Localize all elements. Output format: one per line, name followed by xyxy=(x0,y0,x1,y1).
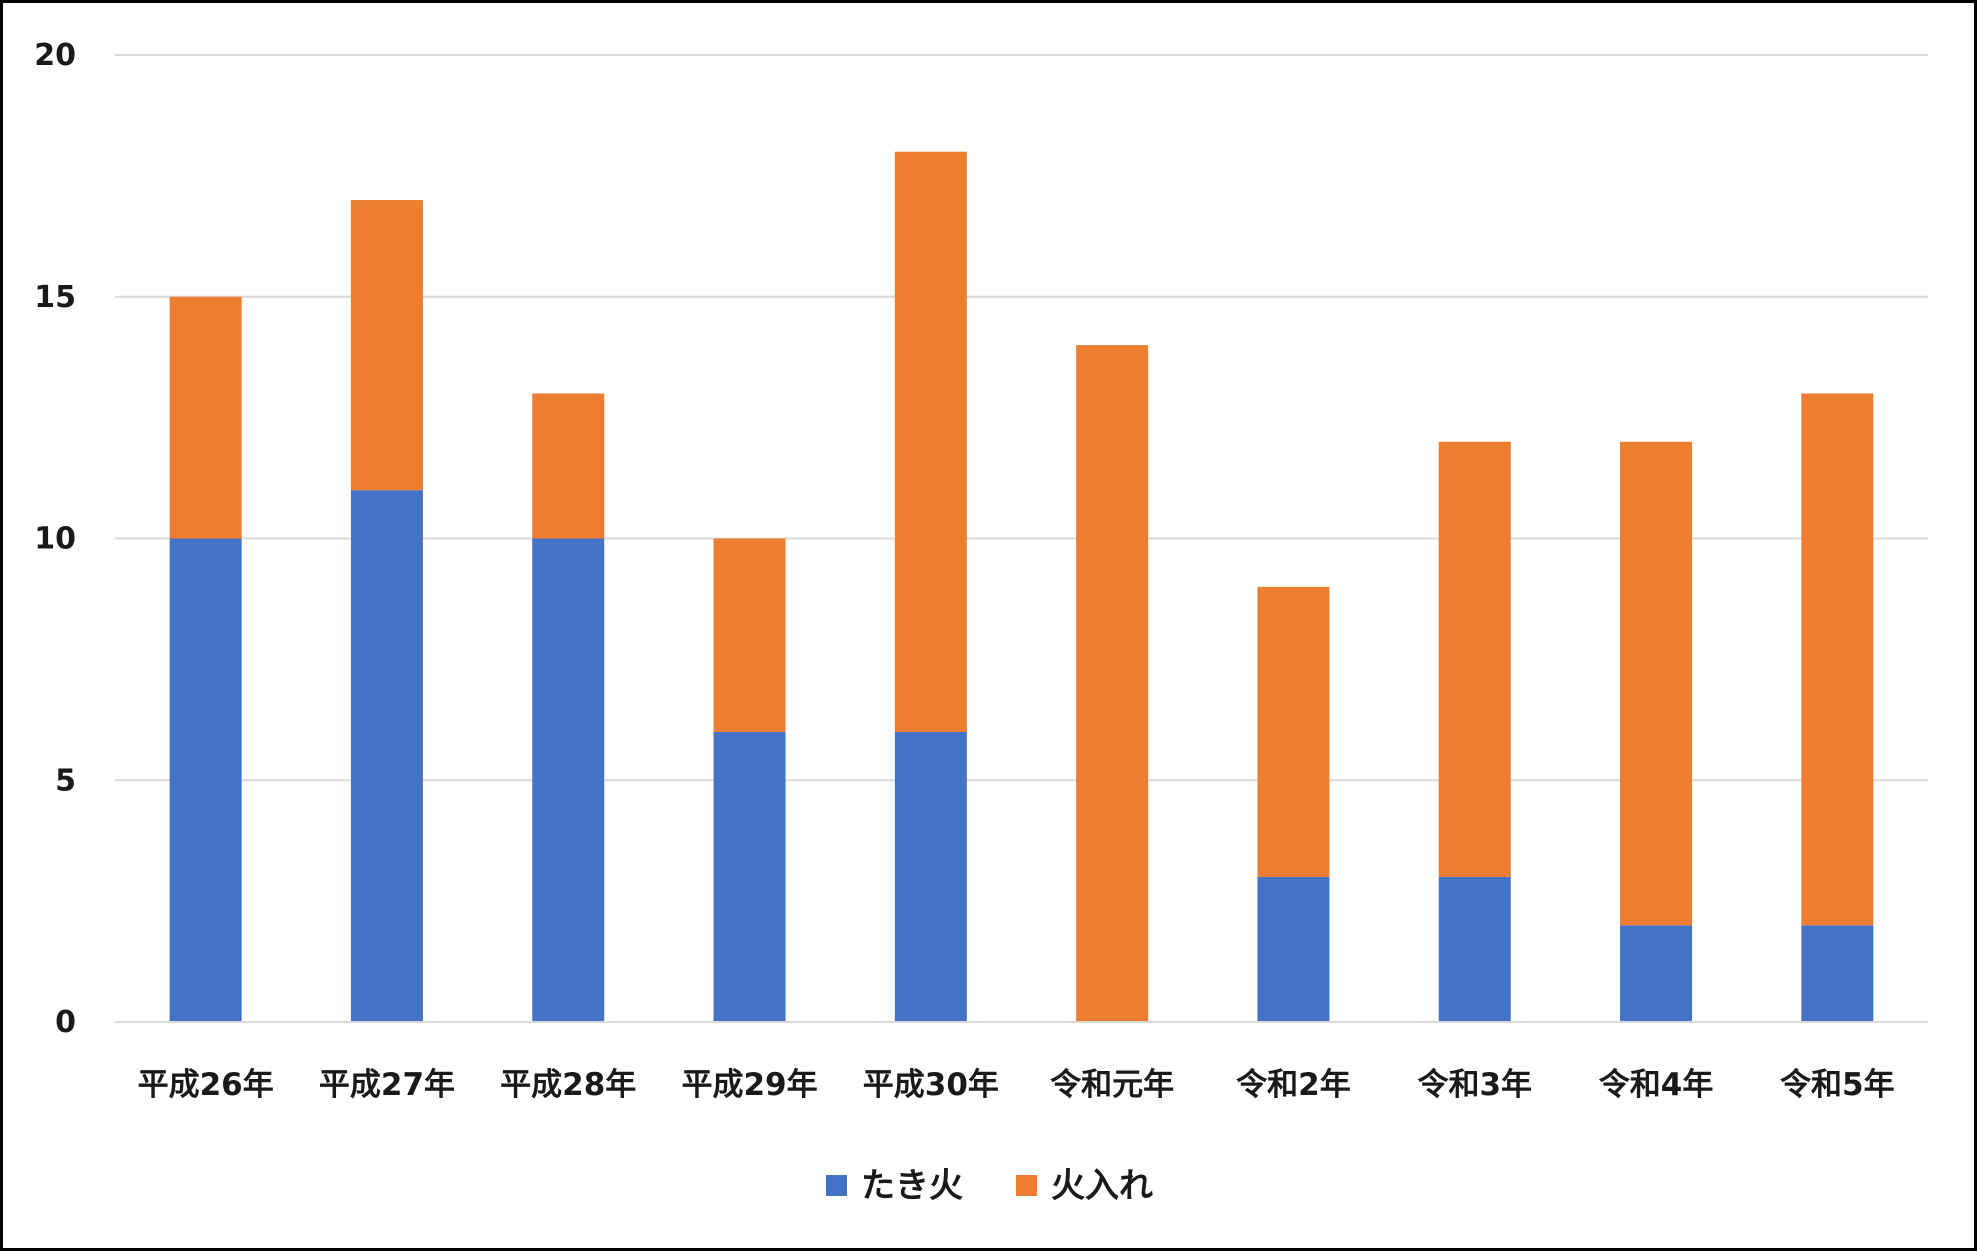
bar-series1-0 xyxy=(169,538,242,1022)
legend-swatch-2 xyxy=(1016,1175,1037,1196)
legend: たき火 火入れ xyxy=(826,1166,1153,1206)
legend-label-2: 火入れ xyxy=(1051,1166,1153,1206)
bar-series2-3 xyxy=(713,538,786,732)
bar-series2-0 xyxy=(169,296,242,539)
bars xyxy=(169,151,1874,1023)
y-tick-label: 5 xyxy=(55,763,76,798)
x-tick-label: 令和3年 xyxy=(1417,1067,1532,1103)
bar-series2-5 xyxy=(1076,345,1149,1023)
x-tick-label: 令和5年 xyxy=(1780,1067,1895,1103)
x-tick-label: 平成27年 xyxy=(319,1067,455,1103)
x-tick-label: 令和2年 xyxy=(1236,1067,1351,1103)
bar-series2-9 xyxy=(1801,393,1874,926)
x-tick-label: 平成26年 xyxy=(138,1067,274,1103)
bar-series2-2 xyxy=(532,393,605,539)
bar-series1-7 xyxy=(1438,876,1511,1022)
y-tick-label: 0 xyxy=(55,1005,76,1040)
bar-series2-6 xyxy=(1257,586,1330,877)
bar-series1-3 xyxy=(713,731,786,1022)
y-tick-label: 15 xyxy=(34,280,76,315)
bar-series2-1 xyxy=(350,200,423,491)
stacked-bar-chart: 0 5 10 15 20 平成26年 平成27年 平成28年 平成29年 平成30年 令和元年 令和… xyxy=(34,38,1928,1206)
y-tick-label: 10 xyxy=(34,522,76,557)
legend-label-1: たき火 xyxy=(861,1166,963,1206)
x-tick-label: 平成28年 xyxy=(500,1067,636,1103)
bar-series2-7 xyxy=(1438,441,1511,877)
x-tick-label: 令和元年 xyxy=(1050,1067,1174,1103)
bar-series1-2 xyxy=(532,538,605,1022)
bar-series1-8 xyxy=(1620,925,1693,1022)
bar-series1-1 xyxy=(350,490,423,1022)
bar-series1-9 xyxy=(1801,925,1874,1022)
bar-series1-6 xyxy=(1257,876,1330,1022)
x-axis-tick-labels: 平成26年 平成27年 平成28年 平成29年 平成30年 令和元年 令和2年 令和3年 令和4… xyxy=(138,1067,1895,1103)
y-axis-ticks: 0 5 10 15 20 xyxy=(34,38,76,1040)
bar-series2-4 xyxy=(894,151,967,732)
x-tick-label: 平成30年 xyxy=(863,1067,999,1103)
x-tick-label: 令和4年 xyxy=(1599,1067,1714,1103)
bar-series2-8 xyxy=(1620,441,1693,926)
legend-swatch-1 xyxy=(826,1175,847,1196)
bar-series1-4 xyxy=(894,731,967,1022)
y-tick-label: 20 xyxy=(34,38,76,73)
x-tick-label: 平成29年 xyxy=(681,1067,817,1103)
